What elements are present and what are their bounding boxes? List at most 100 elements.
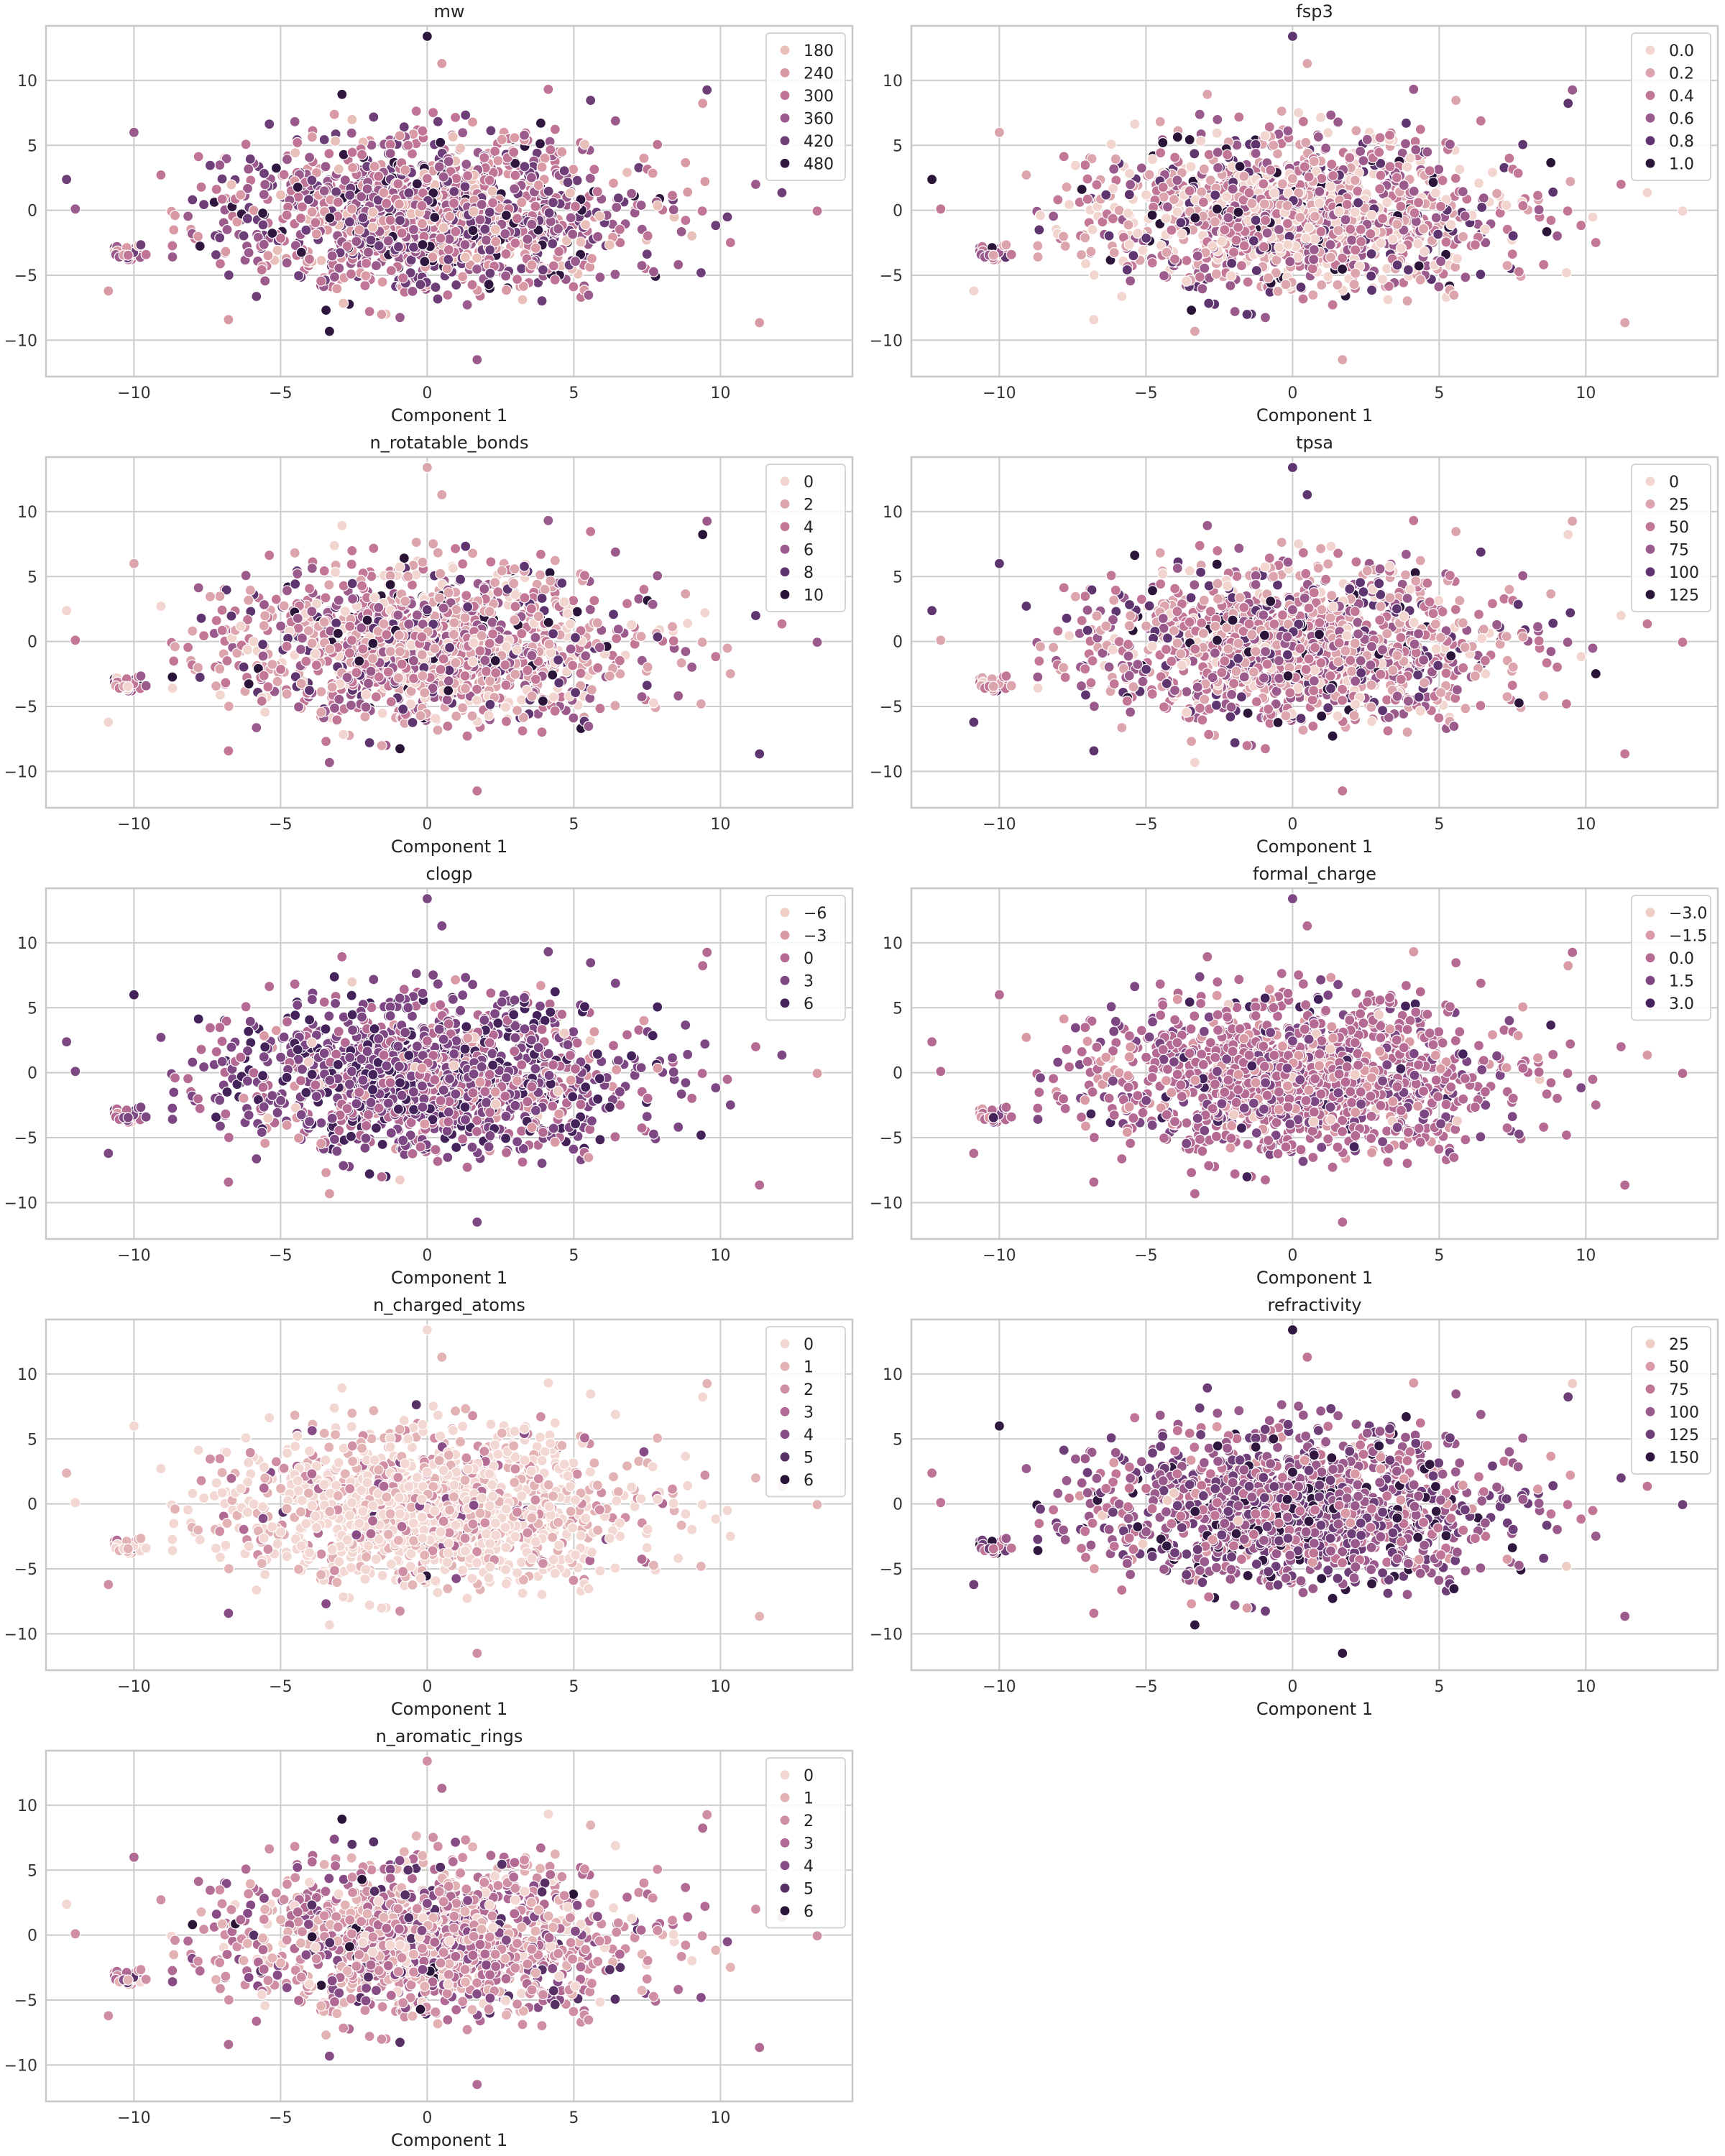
- scatter-point: [183, 642, 194, 653]
- y-tick-label: −10: [4, 763, 37, 781]
- scatter-point: [338, 729, 349, 740]
- legend-entry-label: 8: [804, 564, 814, 582]
- scatter-point: [510, 601, 521, 612]
- scatter-point: [1087, 224, 1098, 236]
- scatter-point: [459, 670, 471, 682]
- scatter-point: [511, 705, 523, 717]
- scatter-point: [500, 228, 511, 239]
- scatter-point: [526, 650, 538, 661]
- scatter-point: [167, 251, 178, 263]
- scatter-point: [476, 198, 487, 211]
- scatter-point: [1387, 234, 1399, 245]
- scatter-point: [421, 461, 433, 474]
- scatter-point: [416, 218, 428, 229]
- scatter-point: [1506, 680, 1518, 691]
- scatter-point: [1168, 194, 1179, 206]
- scatter-point: [480, 234, 492, 246]
- scatter-point: [1316, 279, 1328, 291]
- scatter-point: [1563, 98, 1574, 109]
- scatter-point: [320, 592, 331, 604]
- scatter-point: [462, 170, 474, 182]
- scatter-point: [443, 156, 454, 167]
- scatter-point: [292, 137, 303, 149]
- scatter-point: [210, 249, 222, 261]
- scatter-point: [1341, 198, 1353, 211]
- scatter-point: [1375, 170, 1386, 181]
- scatter-point: [140, 680, 152, 691]
- scatter-point: [1229, 305, 1241, 318]
- scatter-point: [1259, 312, 1271, 323]
- scatter-point: [1199, 262, 1210, 274]
- scatter-point: [365, 234, 377, 246]
- scatter-point: [216, 625, 228, 636]
- scatter-point: [511, 644, 523, 655]
- scatter-point: [1349, 206, 1361, 218]
- scatter-point: [526, 218, 538, 230]
- scatter-point: [155, 169, 167, 181]
- scatter-point: [545, 144, 556, 155]
- scatter-point: [562, 177, 574, 188]
- scatter-point: [926, 174, 938, 185]
- scatter-point: [1292, 107, 1305, 119]
- scatter-point: [167, 671, 178, 683]
- scatter-point: [699, 607, 711, 619]
- scatter-point: [500, 679, 512, 691]
- scatter-point: [256, 264, 267, 276]
- scatter-point: [673, 690, 684, 701]
- scatter-point: [647, 599, 658, 610]
- scatter-point: [341, 672, 353, 683]
- scatter-point: [238, 230, 249, 241]
- scatter-point: [1225, 280, 1236, 291]
- scatter-point: [537, 264, 549, 276]
- scatter-point: [346, 578, 358, 589]
- scatter-point: [214, 258, 226, 270]
- scatter-point: [484, 637, 495, 649]
- scatter-point: [1642, 618, 1653, 630]
- y-tick-label: −5: [880, 267, 903, 285]
- scatter-point: [562, 608, 574, 619]
- scatter-point: [211, 183, 222, 195]
- scatter-point: [240, 570, 252, 581]
- scatter-point: [396, 658, 408, 670]
- scatter-point: [642, 230, 653, 241]
- scatter-point: [392, 672, 405, 683]
- scatter-point: [1185, 161, 1197, 172]
- scatter-point: [402, 139, 414, 151]
- scatter-point: [1460, 272, 1471, 283]
- scatter-point: [1259, 130, 1271, 142]
- scatter-point: [448, 629, 460, 640]
- scatter-point: [1332, 279, 1343, 290]
- scatter-point: [344, 620, 356, 632]
- scatter-point: [466, 548, 479, 559]
- legend-marker: [779, 543, 791, 555]
- scatter-point: [1273, 241, 1285, 253]
- scatter-point: [167, 240, 178, 252]
- scatter-point: [1309, 211, 1321, 222]
- scatter-point: [1435, 201, 1447, 212]
- scatter-point: [331, 283, 343, 295]
- y-tick-label: −10: [870, 332, 903, 350]
- scatter-point: [586, 684, 598, 696]
- y-tick-label: 5: [27, 568, 37, 586]
- scatter-point: [419, 256, 431, 267]
- legend-entry-label: 180: [804, 42, 834, 60]
- scatter-point: [416, 649, 428, 660]
- scatter-point: [204, 160, 216, 171]
- scatter-point: [549, 705, 561, 717]
- scatter-point: [1346, 234, 1358, 246]
- scatter-point: [442, 289, 454, 301]
- scatter-point: [1213, 162, 1224, 173]
- scatter-point: [1517, 139, 1529, 150]
- scatter-point: [1241, 308, 1253, 321]
- scatter-point: [321, 305, 332, 316]
- scatter-point: [344, 216, 355, 228]
- scatter-point: [536, 295, 548, 307]
- scatter-point: [1345, 224, 1356, 235]
- scatter-point: [306, 563, 318, 574]
- x-tick-label: 5: [1434, 384, 1444, 402]
- scatter-point: [1061, 181, 1072, 193]
- scatter-point: [1197, 283, 1208, 295]
- scatter-point: [318, 565, 330, 576]
- scatter-point: [680, 588, 691, 599]
- scatter-point: [334, 262, 345, 274]
